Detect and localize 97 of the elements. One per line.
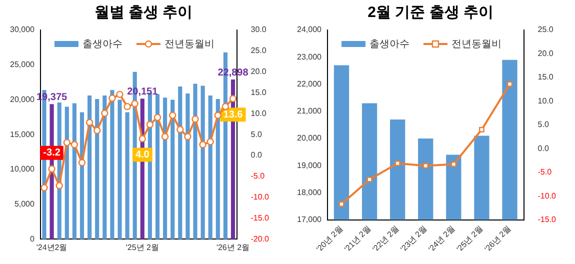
- x-tick-label: '26년 2월: [216, 243, 250, 252]
- point: [168, 112, 176, 119]
- y2-tick-label: -10.0: [250, 192, 270, 202]
- y2-tick-label: 0.0: [538, 144, 550, 153]
- y2-tick-label: -15.0: [250, 213, 270, 222]
- y2-tick-label: 10.0: [250, 108, 267, 118]
- point: [93, 126, 101, 134]
- point: [56, 182, 63, 190]
- y2-tick-label: 5.0: [250, 130, 262, 139]
- y2-tick-label: 10.0: [538, 96, 554, 106]
- y-tick-label: 18,000: [297, 188, 322, 197]
- point: [394, 160, 400, 166]
- point: [146, 120, 154, 128]
- legend-label: 전년동월비: [164, 38, 214, 50]
- y2-tick-label: -10.0: [538, 191, 557, 200]
- point: [78, 159, 86, 166]
- point: [161, 133, 169, 140]
- bar: [110, 90, 114, 240]
- data-label: 13.6: [223, 109, 244, 120]
- y2-tick-label: -5.0: [538, 168, 552, 177]
- y-tick-label: 23,000: [297, 52, 322, 62]
- point: [478, 126, 484, 132]
- bar: [186, 93, 190, 240]
- point: [214, 112, 222, 119]
- bar: [102, 96, 107, 240]
- y-tick-label: 24,000: [297, 25, 322, 34]
- point: [507, 81, 512, 87]
- point: [86, 118, 94, 126]
- bar: [118, 100, 122, 240]
- bar: [208, 96, 212, 240]
- y-tick-label: 20,000: [10, 94, 36, 104]
- point: [222, 102, 230, 110]
- y2-tick-label: 25.0: [538, 25, 554, 34]
- x-tick-label: '25년 2월: [126, 243, 159, 252]
- point: [450, 162, 456, 168]
- point: [70, 141, 78, 148]
- bar: [95, 99, 100, 240]
- bar: [200, 86, 205, 240]
- chart-title: 2월 기준 출생 추이: [368, 4, 494, 22]
- y2-tick-label: 30.0: [250, 25, 267, 34]
- legend-label: 전년동월비: [451, 38, 502, 50]
- y-tick-label: 19,000: [297, 160, 322, 170]
- point: [422, 162, 428, 168]
- y2-tick-label: 20.0: [250, 67, 267, 76]
- bar: [163, 98, 168, 240]
- bar: [193, 84, 198, 240]
- point: [124, 102, 131, 110]
- point: [63, 138, 70, 146]
- legend-label: 출생아수: [369, 38, 410, 50]
- point: [176, 126, 184, 134]
- y-tick-label: 22,000: [297, 79, 322, 88]
- legend-label: 출생아수: [82, 38, 122, 50]
- point: [48, 165, 56, 173]
- y-tick-label: 15,000: [10, 130, 36, 139]
- y-tick-label: 0: [30, 234, 36, 244]
- bar: [125, 112, 130, 240]
- y2-tick-label: 25.0: [250, 46, 267, 56]
- y-tick-label: 10,000: [10, 164, 36, 174]
- point: [366, 176, 372, 182]
- y2-tick-label: 20.0: [538, 48, 554, 58]
- y-tick-label: 20,000: [297, 134, 322, 143]
- point: [199, 141, 206, 148]
- y2-tick-label: 15.0: [538, 72, 554, 82]
- bar: [64, 106, 69, 240]
- point: [138, 135, 146, 142]
- point: [116, 90, 124, 98]
- y2-tick-label: -5.0: [250, 172, 266, 181]
- point: [154, 114, 162, 122]
- x-tick-label: '24년2월: [36, 243, 68, 252]
- bar: [155, 94, 160, 240]
- point: [40, 184, 48, 192]
- y2-tick-label: -15.0: [538, 215, 557, 224]
- point: [229, 95, 237, 102]
- point: [131, 100, 138, 108]
- point: [192, 116, 199, 123]
- chart-title: 월별 출생 추이: [94, 4, 193, 22]
- y2-tick-label: 0.0: [250, 150, 262, 160]
- point: [184, 133, 192, 140]
- bar: [88, 96, 92, 240]
- data-label: 4.0: [135, 150, 150, 161]
- y2-tick-label: -20.0: [250, 234, 270, 244]
- y-tick-label: 17,000: [297, 215, 322, 224]
- data-label: -3.2: [43, 148, 61, 159]
- y-tick-label: 5,000: [14, 200, 36, 209]
- point: [206, 138, 214, 146]
- point: [101, 110, 108, 117]
- y-tick-label: 30,000: [10, 25, 36, 34]
- bar: [216, 99, 220, 240]
- y-tick-label: 25,000: [10, 60, 36, 70]
- bar: [72, 103, 76, 240]
- point: [338, 201, 344, 207]
- point: [108, 94, 116, 102]
- y2-tick-label: 5.0: [538, 120, 550, 130]
- bar: [170, 100, 175, 240]
- bar: [178, 86, 182, 240]
- y-tick-label: 21,000: [297, 106, 322, 116]
- y2-tick-label: 15.0: [250, 88, 267, 97]
